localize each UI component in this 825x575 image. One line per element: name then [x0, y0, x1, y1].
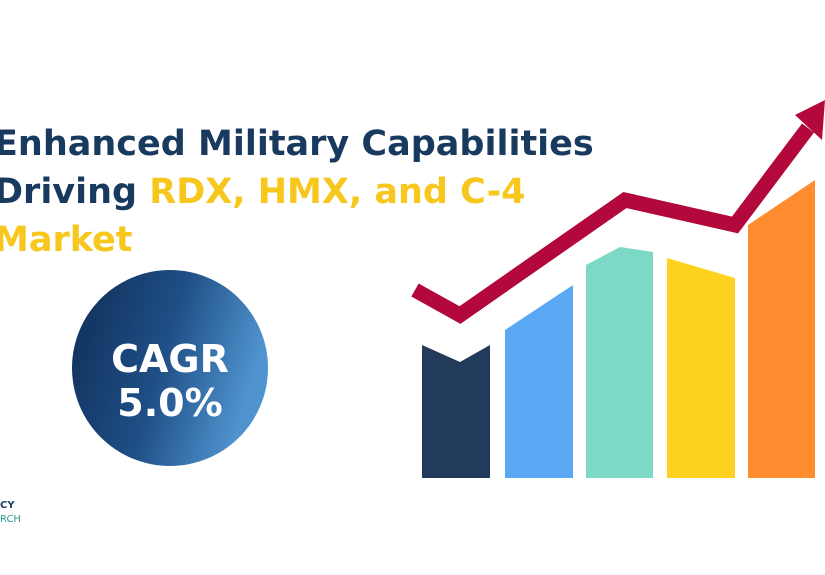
- badge-label: CAGR: [111, 337, 229, 381]
- deco-arrowhead: [795, 100, 825, 140]
- headline-line1: Enhanced Military Capabilities: [0, 124, 594, 164]
- deco-bar: [586, 247, 653, 478]
- badge-value: 5.0%: [117, 381, 222, 425]
- headline-highlight: RDX, HMX, and C-4: [149, 172, 525, 212]
- logo-line1: CY: [0, 500, 15, 511]
- logo-line2: RCH: [0, 514, 21, 525]
- deco-bar: [422, 345, 490, 478]
- headline-line3: Market: [0, 220, 133, 260]
- deco-bar: [748, 180, 815, 478]
- deco-arrow: [411, 123, 814, 324]
- headline-line2: Driving RDX, HMX, and C-4: [0, 172, 525, 212]
- deco-bar: [667, 258, 735, 478]
- headline-lead: Driving: [0, 172, 137, 212]
- deco-bar: [505, 285, 573, 478]
- cagr-badge: [72, 270, 268, 466]
